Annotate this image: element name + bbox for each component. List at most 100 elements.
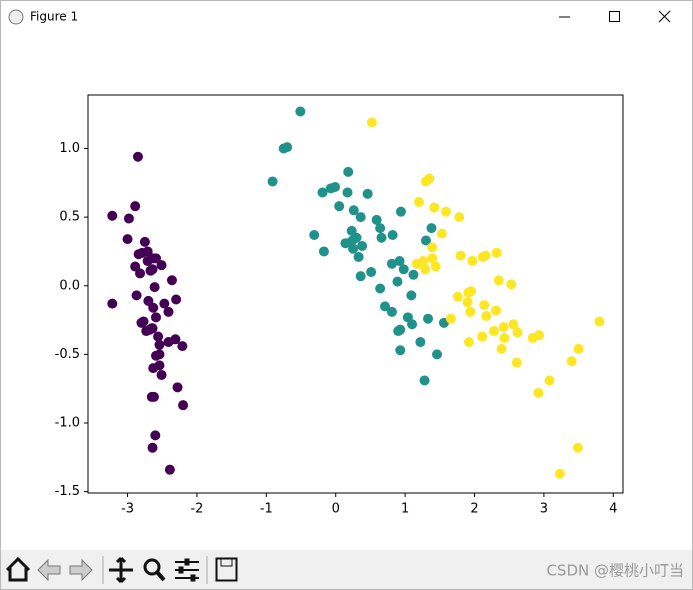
y-tick-label: 0.0: [59, 278, 80, 293]
point: [355, 271, 366, 282]
point: [511, 357, 522, 368]
toolbar-icons: [5, 556, 238, 584]
point: [295, 106, 306, 117]
point: [172, 382, 183, 393]
pan-button[interactable]: [109, 556, 133, 584]
point: [147, 264, 158, 275]
y-tick-label: 0.5: [59, 210, 80, 225]
point: [343, 166, 354, 177]
point: [572, 442, 583, 453]
point: [398, 264, 409, 275]
point: [153, 331, 164, 342]
close-button[interactable]: [658, 10, 671, 23]
point: [427, 253, 438, 264]
point: [156, 260, 167, 271]
point: [420, 235, 431, 246]
point: [375, 223, 386, 234]
point: [465, 306, 476, 317]
point: [143, 295, 154, 306]
point: [334, 201, 345, 212]
point: [164, 464, 175, 475]
y-tick-label: 1.0: [59, 141, 80, 156]
point: [594, 316, 605, 327]
point: [508, 319, 519, 330]
point: [362, 188, 373, 199]
forward-button[interactable]: [69, 558, 93, 582]
point: [463, 337, 474, 348]
point: [441, 206, 452, 217]
point: [357, 240, 368, 251]
watermark: CSDN @樱桃小叮当: [546, 562, 684, 580]
point: [533, 387, 544, 398]
point: [499, 332, 510, 343]
point: [353, 251, 364, 262]
point: [554, 468, 565, 479]
x-tick-label: -2: [190, 502, 203, 517]
point: [147, 323, 158, 334]
point: [481, 310, 492, 321]
point: [317, 187, 328, 198]
point: [376, 232, 387, 243]
point: [325, 183, 336, 194]
point: [452, 291, 463, 302]
point: [340, 238, 351, 249]
home-button[interactable]: [5, 556, 31, 582]
point: [445, 313, 456, 324]
plot-frame: [87, 94, 624, 494]
point: [429, 202, 440, 213]
point: [342, 187, 353, 198]
point: [348, 205, 359, 216]
x-tick-label: 2: [470, 502, 478, 517]
point: [123, 213, 134, 224]
point: [150, 430, 161, 441]
maximize-button[interactable]: [609, 11, 620, 22]
point: [386, 306, 397, 317]
x-tick-label: 4: [609, 502, 617, 517]
point: [371, 214, 382, 225]
point: [392, 276, 403, 287]
point: [133, 249, 144, 260]
point: [139, 236, 150, 247]
point: [491, 247, 502, 258]
point: [156, 369, 167, 380]
point: [166, 275, 177, 286]
point: [488, 326, 499, 337]
point: [566, 356, 577, 367]
point: [479, 299, 490, 310]
point: [267, 176, 278, 187]
point: [154, 339, 165, 350]
point: [318, 246, 329, 257]
point: [395, 345, 406, 356]
y-tick-label: -1.5: [55, 484, 80, 499]
point: [351, 232, 362, 243]
point: [496, 343, 507, 354]
point: [131, 290, 142, 301]
app-icon: [8, 9, 24, 25]
back-button[interactable]: [37, 558, 61, 582]
point: [527, 332, 538, 343]
point: [151, 312, 162, 323]
point: [426, 223, 437, 234]
point: [436, 228, 447, 239]
point: [406, 290, 417, 301]
point: [498, 321, 509, 332]
point: [132, 151, 143, 162]
point: [427, 242, 438, 253]
point: [151, 253, 162, 264]
point: [413, 197, 424, 208]
x-tick-label: 0: [332, 502, 340, 517]
zoom-button[interactable]: [143, 558, 161, 576]
point: [408, 269, 419, 280]
y-tick-label: -0.5: [55, 347, 80, 362]
point: [355, 212, 366, 223]
point: [146, 391, 157, 402]
point: [154, 349, 165, 360]
x-tick-label: -3: [121, 502, 134, 517]
y-tick-label: -1.0: [55, 416, 80, 431]
point: [366, 267, 377, 278]
point: [387, 229, 398, 240]
x-tick-label: 3: [540, 502, 548, 517]
